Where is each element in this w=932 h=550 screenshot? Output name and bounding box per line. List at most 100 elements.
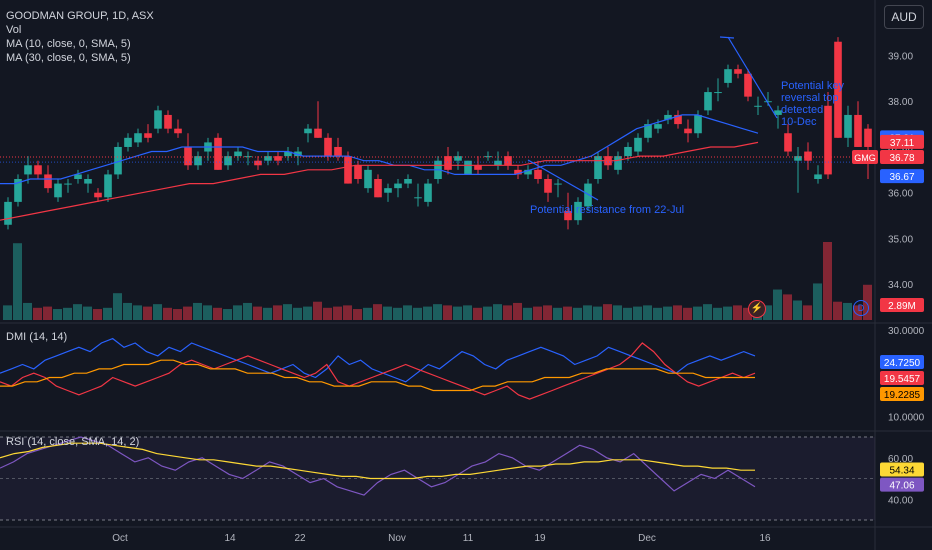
- candle-body: [454, 156, 462, 161]
- candle-body: [784, 133, 792, 152]
- volume-bar: [553, 307, 562, 320]
- candle-body: [624, 146, 632, 157]
- time-tick-label: 14: [224, 533, 236, 544]
- volume-last-label: 2.89M: [888, 301, 916, 312]
- volume-bar: [103, 307, 112, 320]
- lightning-icon[interactable]: ⚡: [748, 300, 766, 318]
- volume-bar: [693, 306, 702, 320]
- candle-body: [174, 128, 182, 134]
- volume-bar: [233, 305, 242, 320]
- ma30-line: [0, 141, 759, 221]
- candle-body: [504, 156, 512, 166]
- vol-legend: Vol: [6, 24, 22, 36]
- volume-bar: [353, 309, 362, 320]
- chart-title: GOODMAN GROUP, 1D, ASX: [6, 10, 154, 22]
- candle-body: [644, 124, 652, 138]
- candle-body: [254, 160, 262, 166]
- ma30-legend: MA (30, close, 0, SMA, 5): [6, 52, 131, 64]
- volume-bar: [823, 242, 832, 320]
- rsi-ma-label: 54.34: [889, 465, 914, 476]
- candle-body: [414, 197, 422, 199]
- candle-body: [184, 146, 192, 166]
- currency-button[interactable]: AUD: [884, 5, 924, 29]
- candle-body: [74, 174, 82, 179]
- volume-bar: [413, 307, 422, 320]
- candle-body: [444, 156, 452, 170]
- adx-label-bg: [880, 387, 924, 401]
- volume-bar: [243, 302, 252, 320]
- candle-body: [584, 183, 592, 207]
- volume-bar: [653, 307, 662, 320]
- candle-body: [424, 183, 432, 202]
- candle-body: [34, 165, 42, 175]
- candle-body: [304, 128, 312, 134]
- time-tick-label: 11: [463, 533, 474, 544]
- candle-body: [524, 169, 532, 175]
- volume-bar: [573, 307, 582, 320]
- volume-bar: [83, 306, 92, 320]
- dmi-minus-label-bg: [880, 371, 924, 385]
- dmi-tick-label: 10.0000: [888, 412, 925, 423]
- candle-body: [484, 156, 492, 158]
- candle-body: [634, 137, 642, 152]
- volume-bar: [733, 305, 742, 320]
- price-tick-label: 34.00: [888, 280, 913, 291]
- volume-bar: [703, 304, 712, 320]
- rsi-tick-label: 60.00: [888, 454, 913, 465]
- volume-bar: [343, 305, 352, 320]
- candle-body: [244, 156, 252, 158]
- ma30-price-label: 37.11: [890, 138, 915, 149]
- candle-body: [474, 165, 482, 170]
- candle-body: [724, 69, 732, 83]
- ma10-last-label-bg: [880, 169, 924, 184]
- candle-body: [574, 201, 582, 221]
- volume-bar: [323, 307, 332, 320]
- volume-bar: [313, 301, 322, 320]
- symbol-badge-bg: [852, 150, 878, 165]
- rsi-label: 47.06: [889, 481, 914, 492]
- reversal-annotation: 10-Dec: [781, 116, 817, 128]
- volume-bar: [373, 304, 382, 320]
- volume-bar: [583, 305, 592, 320]
- price-tick-label: 38.00: [888, 97, 913, 108]
- candle-body: [294, 151, 302, 157]
- volume-bar: [23, 302, 32, 320]
- volume-bar: [493, 304, 502, 320]
- volume-bar: [773, 289, 782, 320]
- volume-bar: [763, 305, 772, 320]
- last-price-label-bg: [880, 150, 924, 165]
- volume-bar: [813, 283, 822, 320]
- volume-bar: [383, 306, 392, 320]
- candle-body: [674, 114, 682, 125]
- resistance-arrow: [527, 159, 599, 201]
- candle-body: [824, 105, 832, 175]
- candle-body: [264, 156, 272, 161]
- candle-body: [144, 133, 152, 138]
- volume-bar: [443, 305, 452, 320]
- candle-body: [154, 110, 162, 129]
- candle-body: [94, 192, 102, 198]
- volume-bar: [593, 306, 602, 320]
- candle-body: [794, 156, 802, 161]
- candle-body: [44, 174, 52, 189]
- volume-bar: [73, 304, 82, 320]
- candle-body: [124, 137, 132, 147]
- ma30-price-label-bg: [880, 134, 924, 149]
- dividend-icon[interactable]: D: [853, 300, 869, 316]
- volume-bar: [673, 305, 682, 320]
- reversal-arrow-head: [719, 36, 735, 39]
- ma10-last-label: 36.67: [889, 172, 914, 183]
- volume-bar: [713, 307, 722, 320]
- volume-bar: [603, 304, 612, 320]
- volume-bar: [253, 306, 262, 320]
- volume-bar: [123, 302, 132, 320]
- volume-bar: [483, 306, 492, 320]
- candle-body: [324, 137, 332, 157]
- candle-body: [734, 69, 742, 74]
- volume-bar: [143, 306, 152, 320]
- time-tick-label: Nov: [388, 533, 406, 544]
- volume-bar: [53, 309, 62, 320]
- volume-bar: [3, 305, 12, 320]
- candle-body: [394, 183, 402, 189]
